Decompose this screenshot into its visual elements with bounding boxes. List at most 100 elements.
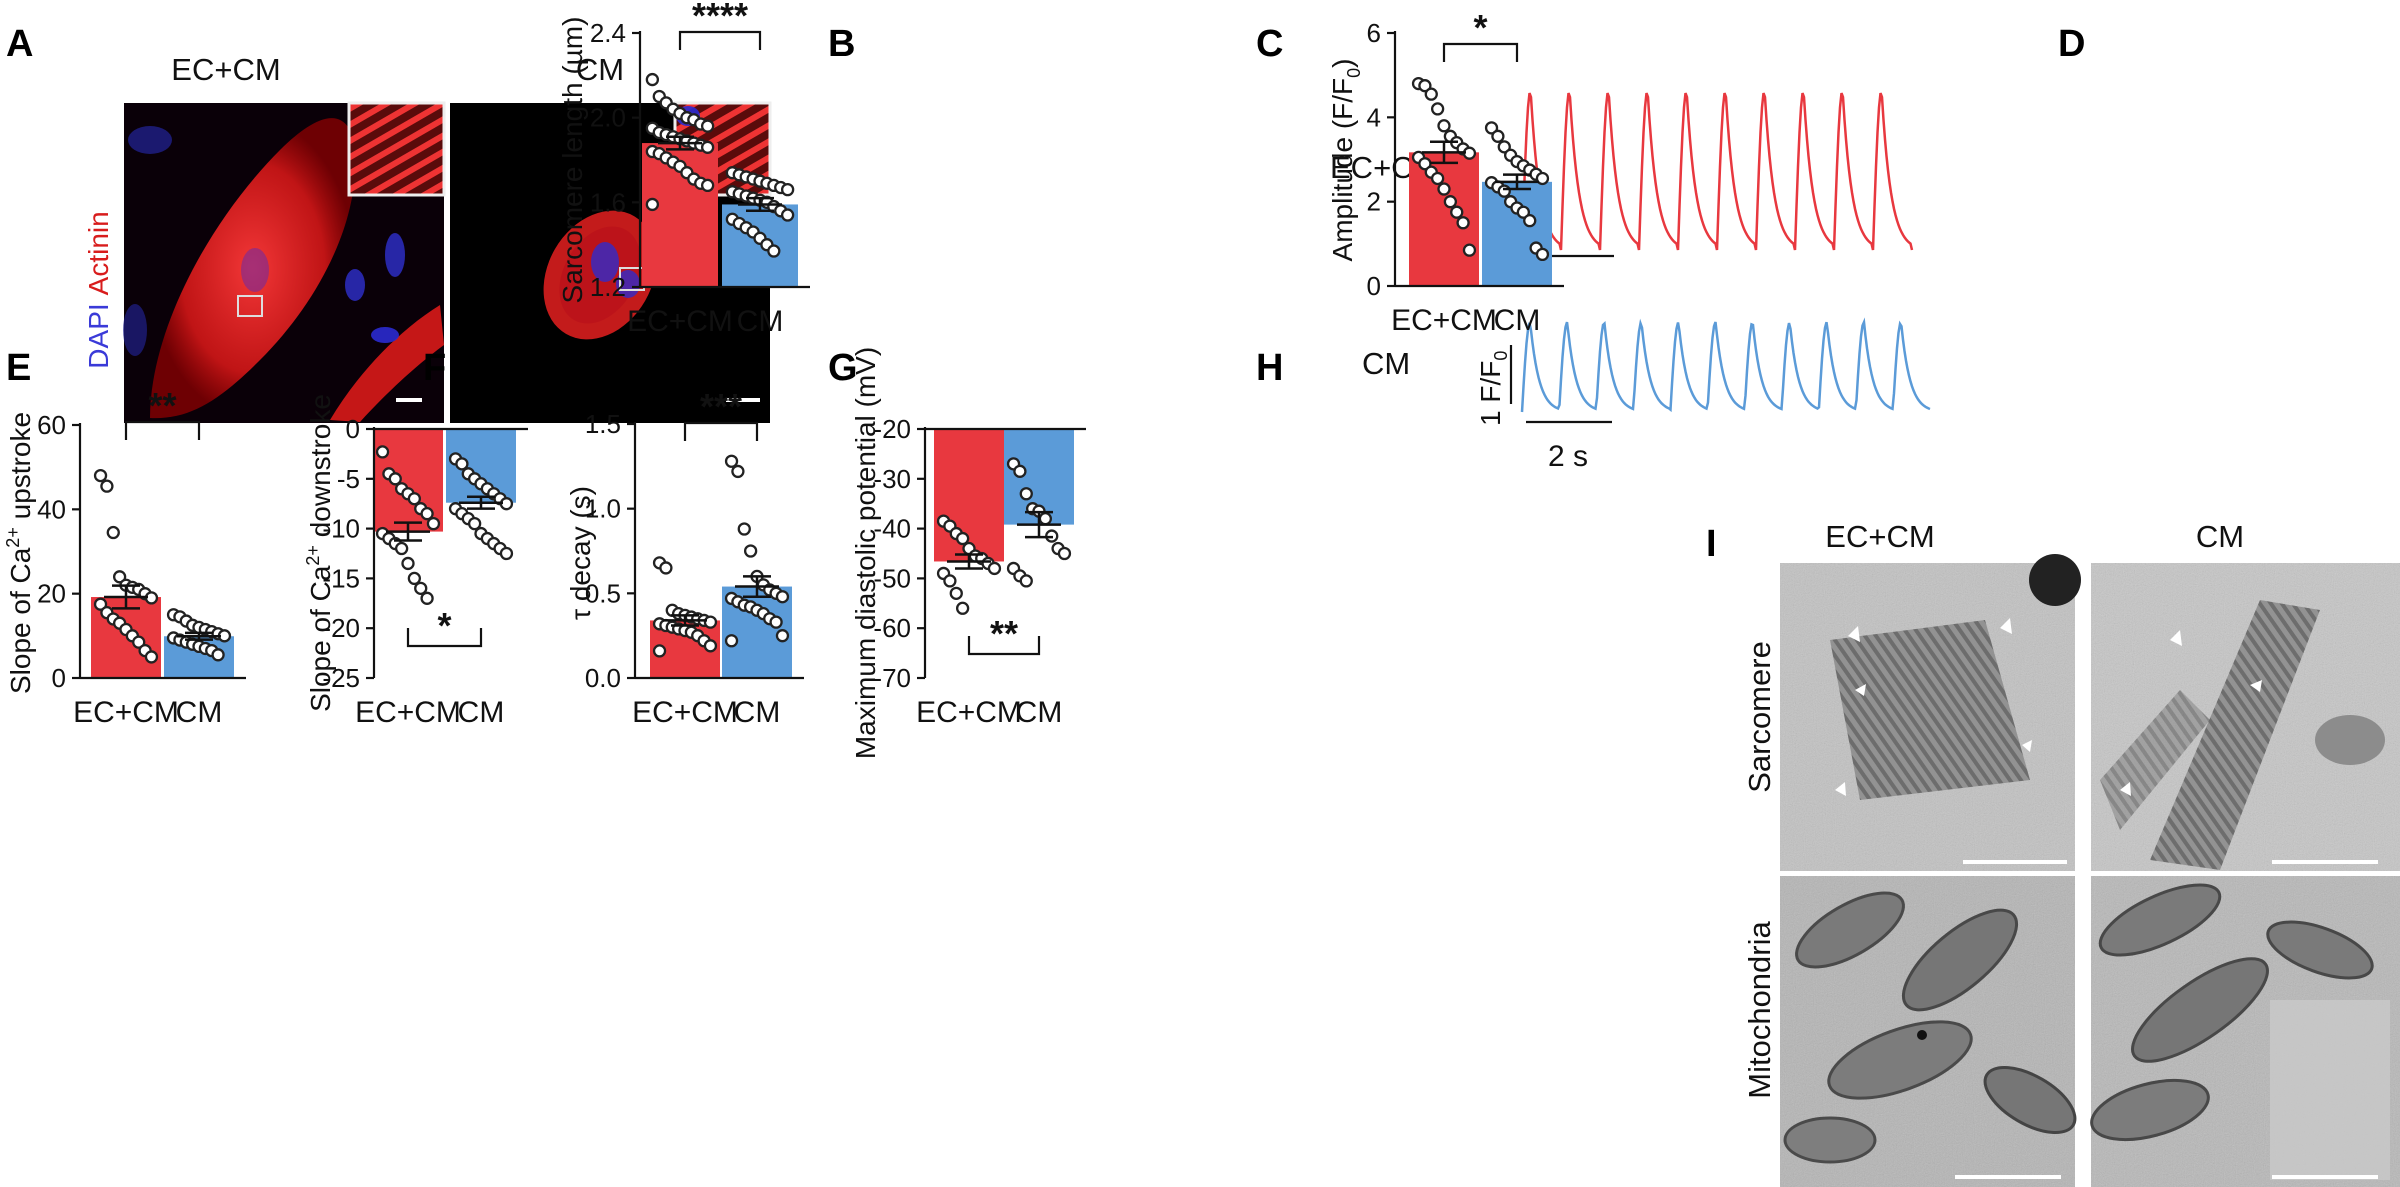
micrograph-ec-cm xyxy=(123,101,446,423)
data-point xyxy=(1418,79,1432,93)
y-axis-label-sub: 0 xyxy=(1344,68,1364,78)
y-axis-label-end: upstroke xyxy=(5,412,36,527)
data-point xyxy=(132,635,146,649)
y-tick-label: 1.0 xyxy=(585,494,621,524)
em-mitochondria-cm xyxy=(2090,876,2400,1187)
panel-label-f: F xyxy=(423,347,446,389)
data-point xyxy=(743,544,758,558)
x-category-label: CM xyxy=(458,696,505,729)
y-tick-label: 60 xyxy=(37,410,66,440)
data-point xyxy=(767,244,781,258)
data-point xyxy=(703,615,718,629)
y-tick-label: -20 xyxy=(873,414,911,444)
data-point xyxy=(1497,184,1511,198)
y-tick-label: -40 xyxy=(873,514,911,544)
y-tick-label: -25 xyxy=(322,663,360,693)
data-point xyxy=(426,516,441,531)
stain-dapi-label: DAPI xyxy=(83,303,114,368)
data-point xyxy=(401,556,415,571)
data-point xyxy=(407,492,422,506)
data-point xyxy=(780,182,795,197)
data-point xyxy=(1430,171,1445,186)
significance-stars: * xyxy=(1473,7,1487,48)
y-axis-label-end: downstroke xyxy=(305,394,336,545)
data-point xyxy=(1535,247,1550,262)
panel-a-left-title: EC+CM xyxy=(171,52,280,87)
x-category-label: CM xyxy=(176,696,223,729)
data-point xyxy=(1491,129,1505,143)
significance-stars: * xyxy=(437,605,451,646)
panel-a: A EC+CM CM DAPI Actinin xyxy=(6,23,772,423)
panel-label-b: B xyxy=(828,23,855,65)
data-point xyxy=(211,648,225,662)
stain-actinin-label: Actinin xyxy=(83,211,114,295)
y-tick-label: -70 xyxy=(873,663,911,693)
y-tick-label: 1.2 xyxy=(590,272,626,302)
significance-bracket xyxy=(683,421,759,441)
significance-stars: **** xyxy=(692,0,748,36)
panel-label-i: I xyxy=(1706,523,1717,565)
data-point xyxy=(700,178,715,193)
data-point xyxy=(943,574,957,588)
data-point xyxy=(1430,102,1445,116)
data-point xyxy=(1057,546,1072,561)
y-axis-label-text: τ decay (s) xyxy=(565,486,596,620)
data-point xyxy=(106,525,120,540)
panel-label-h: H xyxy=(1256,347,1283,389)
x-category-label: CM xyxy=(1016,696,1063,729)
bar-cm xyxy=(1482,181,1552,286)
data-point xyxy=(769,615,783,629)
panel-label-d: D xyxy=(2058,23,2085,65)
y-axis-label-text: Maximum diastolic potential (mV) xyxy=(850,347,881,759)
data-point xyxy=(455,457,469,471)
y-axis-label: Slope of Ca2+ upstroke xyxy=(3,412,36,694)
y-tick-label: 20 xyxy=(37,579,66,609)
bar-ec-cm xyxy=(934,429,1004,562)
panel-label-c: C xyxy=(1256,23,1283,65)
scale-bar-y-subscript: 0 xyxy=(1491,351,1511,361)
data-point xyxy=(1013,464,1027,478)
data-point xyxy=(700,140,715,154)
y-tick-label: -10 xyxy=(322,514,360,544)
data-point xyxy=(949,586,963,600)
data-point xyxy=(144,650,159,664)
panel-label-g: G xyxy=(828,347,858,389)
data-point xyxy=(700,119,715,133)
panel-a-right-title: CM xyxy=(576,52,624,87)
data-point xyxy=(499,546,514,561)
data-point xyxy=(775,629,790,643)
scale-bar-x-label: 2 s xyxy=(1548,440,1588,473)
panel-label-e: E xyxy=(6,347,31,389)
data-point xyxy=(375,445,390,459)
panel-i: I EC+CM CM Sarcomere Mitochondria xyxy=(1706,519,2400,1187)
em-sarcomere-ec-cm xyxy=(1780,554,2081,871)
significance-bracket xyxy=(967,636,1041,656)
data-point xyxy=(112,570,127,584)
x-category-label: EC+CM xyxy=(73,696,179,729)
x-category-label: EC+CM xyxy=(355,696,461,729)
panel-label-a: A xyxy=(6,23,33,65)
y-axis-label: Slope of Ca2+ downstroke xyxy=(303,394,336,712)
data-point xyxy=(987,561,1002,576)
y-tick-label: -5 xyxy=(337,464,360,494)
data-point xyxy=(955,601,970,615)
panel-c: C EC+CM CM 1 F/F0 2 s xyxy=(1256,23,1931,473)
data-point xyxy=(659,561,673,575)
em-row-sarcomere-label: Sarcomere xyxy=(1742,641,1777,793)
y-tick-label: 2.0 xyxy=(590,103,626,133)
em-column-ec-cm-title: EC+CM xyxy=(1825,519,1934,554)
y-tick-label: 1.6 xyxy=(590,187,626,217)
significance-bracket xyxy=(678,30,762,50)
y-tick-label: 1.5 xyxy=(585,409,621,439)
stain-legend: DAPI Actinin xyxy=(83,211,114,368)
y-axis-label: Amplitude (F/F0) xyxy=(1327,59,1364,262)
x-category-label: EC+CM xyxy=(632,696,738,729)
calcium-trace-cm xyxy=(1520,317,1931,413)
x-category-label: EC+CM xyxy=(1391,304,1497,337)
